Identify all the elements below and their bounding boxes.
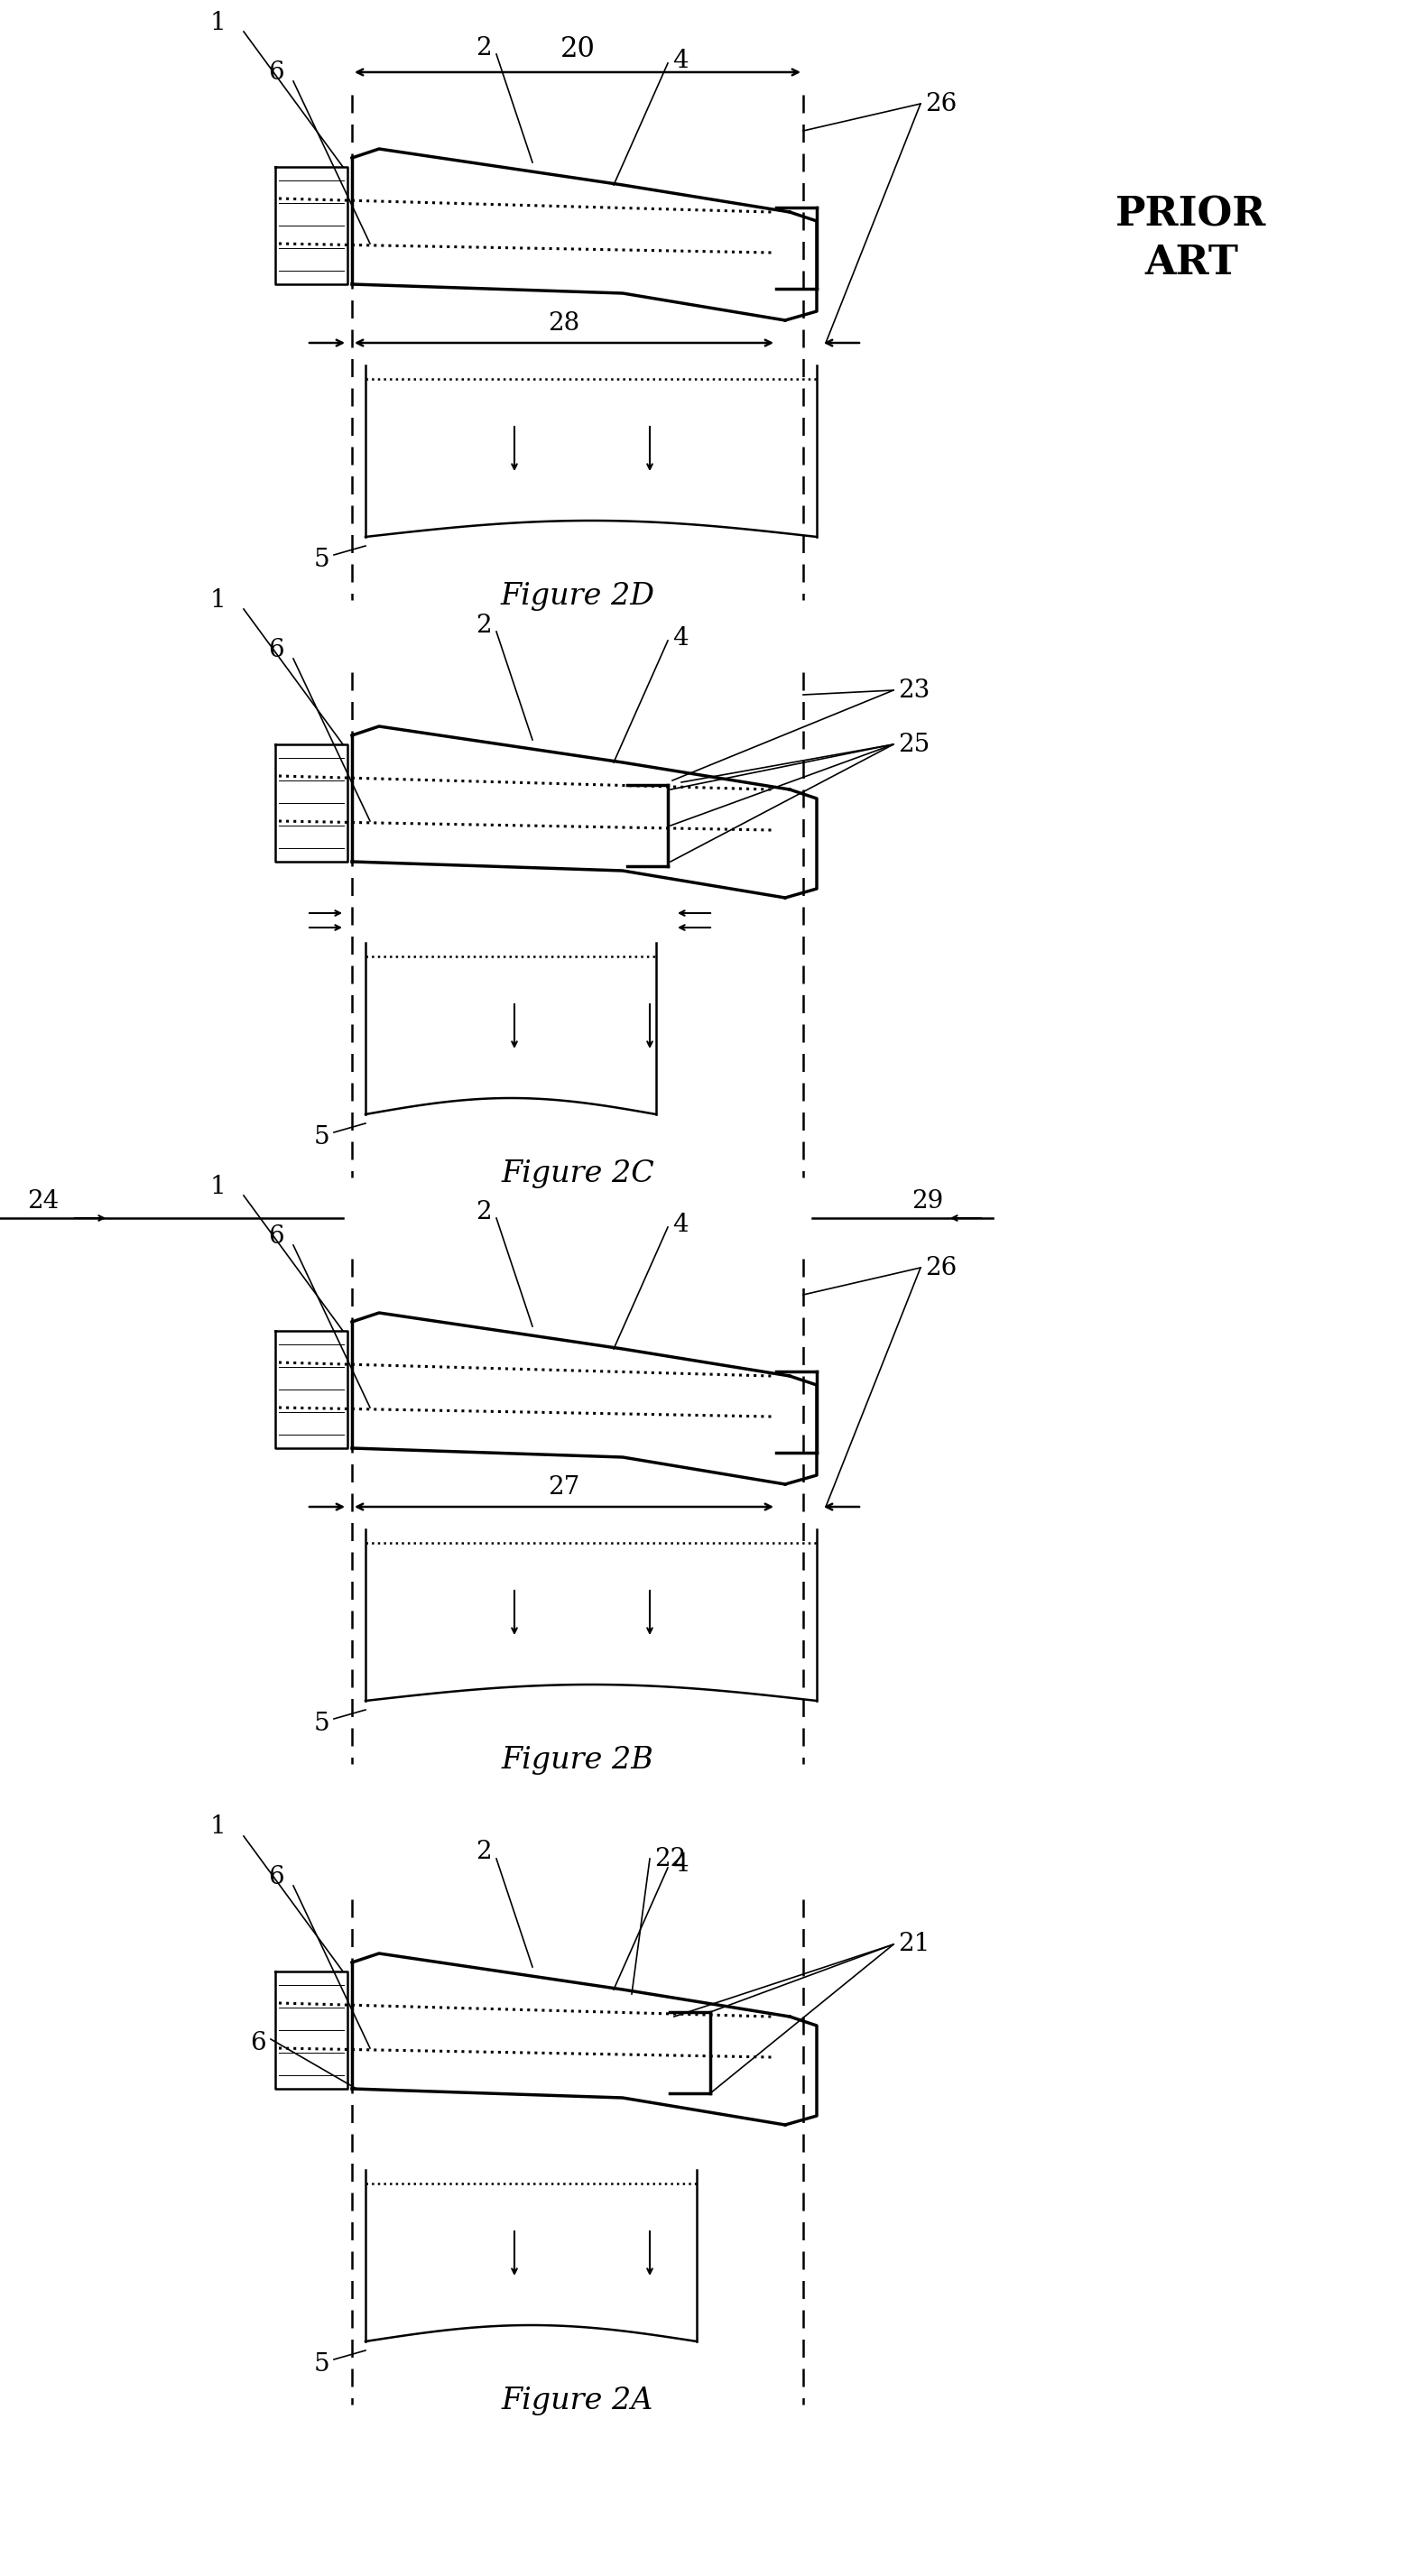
- Text: 1: 1: [209, 1175, 225, 1198]
- Text: 20: 20: [560, 36, 596, 64]
- Text: 5: 5: [314, 1710, 329, 1736]
- Text: 4: 4: [673, 49, 688, 72]
- Text: 5: 5: [314, 1126, 329, 1149]
- Text: 6: 6: [268, 636, 284, 662]
- Text: 6: 6: [268, 59, 284, 85]
- Text: 6: 6: [251, 2032, 266, 2056]
- Text: 21: 21: [898, 1932, 931, 1958]
- Text: 2: 2: [476, 613, 492, 636]
- Text: 1: 1: [209, 1816, 225, 1839]
- Text: 26: 26: [925, 1255, 956, 1280]
- Text: 2: 2: [476, 1200, 492, 1224]
- Text: 22: 22: [654, 1847, 685, 1870]
- Text: 5: 5: [314, 546, 329, 572]
- Text: 25: 25: [898, 732, 929, 757]
- Text: Figure 2A: Figure 2A: [502, 2385, 654, 2416]
- Text: 2: 2: [476, 36, 492, 59]
- Text: PRIOR
ART: PRIOR ART: [1116, 196, 1267, 283]
- Text: 29: 29: [912, 1190, 943, 1213]
- Text: 2: 2: [476, 1839, 492, 1865]
- Text: 23: 23: [898, 677, 929, 703]
- Text: Figure 2D: Figure 2D: [500, 582, 654, 611]
- Text: 27: 27: [549, 1476, 580, 1499]
- Text: 6: 6: [268, 1224, 284, 1249]
- Text: 5: 5: [314, 2352, 329, 2375]
- Text: 26: 26: [925, 93, 956, 116]
- Text: 1: 1: [209, 10, 225, 33]
- Text: 1: 1: [209, 587, 225, 613]
- Text: 4: 4: [673, 1852, 688, 1878]
- Text: 28: 28: [549, 312, 580, 335]
- Text: Figure 2B: Figure 2B: [502, 1747, 654, 1775]
- Text: 4: 4: [673, 626, 688, 649]
- Text: 6: 6: [268, 1865, 284, 1888]
- Text: 24: 24: [27, 1190, 58, 1213]
- Text: Figure 2C: Figure 2C: [502, 1159, 654, 1188]
- Text: 4: 4: [673, 1213, 688, 1236]
